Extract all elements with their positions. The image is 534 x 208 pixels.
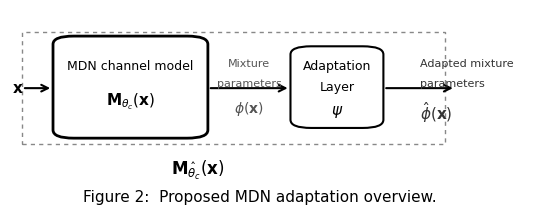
Text: parameters: parameters: [420, 79, 484, 89]
Text: Figure 2:  Proposed MDN adaptation overview.: Figure 2: Proposed MDN adaptation overvi…: [83, 190, 436, 205]
Text: $\mathbf{x}$: $\mathbf{x}$: [12, 81, 23, 96]
FancyBboxPatch shape: [290, 46, 383, 128]
Text: $\hat{\phi}(\mathbf{x})$: $\hat{\phi}(\mathbf{x})$: [420, 100, 452, 125]
Text: $\phi(\mathbf{x})$: $\phi(\mathbf{x})$: [234, 100, 264, 118]
FancyBboxPatch shape: [53, 36, 208, 138]
Text: Mixture: Mixture: [228, 59, 270, 69]
Text: Adapted mixture: Adapted mixture: [420, 59, 513, 69]
Text: Adaptation: Adaptation: [303, 60, 371, 73]
Text: Layer: Layer: [319, 81, 355, 94]
Text: MDN channel model: MDN channel model: [67, 60, 194, 73]
Text: $\mathbf{M}_{\hat{\theta}_c}(\mathbf{x})$: $\mathbf{M}_{\hat{\theta}_c}(\mathbf{x})…: [171, 159, 224, 182]
Text: $\mathbf{M}_{\theta_c}(\mathbf{x})$: $\mathbf{M}_{\theta_c}(\mathbf{x})$: [106, 91, 155, 112]
Text: parameters: parameters: [217, 79, 281, 89]
Text: $\psi$: $\psi$: [331, 104, 343, 120]
